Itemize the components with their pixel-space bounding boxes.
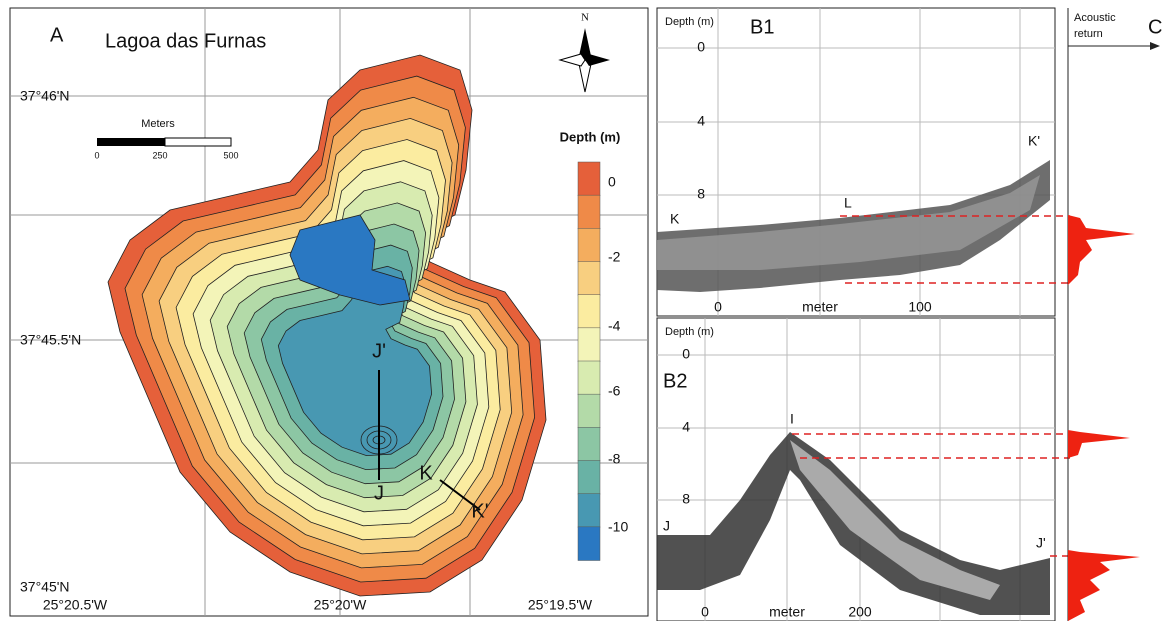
y-title: Depth (m) bbox=[665, 326, 714, 338]
colorbar-band bbox=[577, 460, 601, 495]
y-tick: 0 bbox=[697, 39, 705, 55]
colorbar-band bbox=[577, 194, 601, 230]
colorbar-band bbox=[577, 427, 601, 462]
profile-line-k bbox=[439, 479, 481, 511]
y-tick: 4 bbox=[697, 113, 705, 129]
scale-tick: 250 bbox=[152, 150, 167, 160]
lon-label: 25°19.5'W bbox=[528, 597, 593, 613]
y-tick: 4 bbox=[682, 419, 690, 435]
point-label: L bbox=[844, 195, 852, 211]
y-tick: 8 bbox=[682, 491, 690, 507]
y-tick: 0 bbox=[682, 346, 690, 362]
north-arrow bbox=[558, 28, 610, 93]
legend-tick: -6 bbox=[608, 383, 621, 399]
point-label: J' bbox=[372, 340, 386, 362]
y-title: Depth (m) bbox=[665, 16, 714, 28]
lon-label: 25°20'W bbox=[314, 597, 367, 613]
point-label: J bbox=[663, 518, 670, 534]
point-label: J' bbox=[1036, 535, 1046, 551]
point-label: K' bbox=[1028, 133, 1040, 149]
lon-label: 25°20.5'W bbox=[43, 597, 108, 613]
x-title: meter bbox=[769, 604, 805, 620]
deep-basin bbox=[289, 214, 411, 306]
b1-sonar bbox=[657, 175, 1040, 270]
y-tick: 8 bbox=[697, 186, 705, 202]
x-tick: 0 bbox=[701, 604, 709, 620]
colorbar-band bbox=[577, 294, 601, 329]
point-label: K bbox=[670, 211, 680, 227]
colorbar-band bbox=[577, 526, 601, 561]
c-arrow-head bbox=[1150, 42, 1160, 50]
colorbar-band bbox=[577, 493, 601, 528]
point-label: I bbox=[790, 411, 794, 427]
legend-tick: -4 bbox=[608, 318, 621, 334]
c-return bbox=[1068, 215, 1135, 285]
colorbar-band bbox=[577, 393, 601, 429]
x-tick: 200 bbox=[848, 604, 872, 620]
legend-tick: -2 bbox=[608, 249, 621, 265]
lat-label: 37°45.5'N bbox=[20, 332, 81, 348]
map-title: Lagoa das Furnas bbox=[105, 30, 266, 52]
c-title: return bbox=[1074, 28, 1103, 40]
legend-tick: -8 bbox=[608, 451, 621, 467]
lat-label: 37°46'N bbox=[20, 88, 70, 104]
scale-bar bbox=[164, 137, 232, 147]
panel-label: B2 bbox=[663, 370, 687, 392]
lat-label: 37°45'N bbox=[20, 579, 70, 595]
legend-tick: 0 bbox=[608, 174, 616, 190]
point-label: K bbox=[419, 462, 433, 484]
x-tick: 100 bbox=[908, 299, 932, 315]
north-label: N bbox=[581, 12, 589, 24]
panel-label: B1 bbox=[750, 16, 774, 38]
point-label: K' bbox=[471, 500, 488, 522]
c-title: Acoustic bbox=[1074, 12, 1116, 24]
colorbar-band bbox=[577, 360, 601, 395]
scale-tick: 500 bbox=[223, 150, 238, 160]
colorbar-band bbox=[577, 161, 601, 196]
c-return bbox=[1068, 550, 1140, 621]
c-return bbox=[1068, 430, 1130, 458]
x-title: meter bbox=[802, 299, 838, 315]
scale-tick: 0 bbox=[94, 150, 99, 160]
lake-contours bbox=[107, 54, 547, 597]
legend-tick: -10 bbox=[608, 519, 628, 535]
legend-title: Depth (m) bbox=[560, 129, 621, 144]
panel-label: A bbox=[50, 24, 64, 46]
colorbar-band bbox=[577, 327, 601, 362]
scale-title: Meters bbox=[141, 118, 175, 130]
panel-label: C bbox=[1148, 16, 1162, 38]
colorbar-band bbox=[577, 261, 601, 296]
point-label: J bbox=[374, 482, 384, 504]
b2-sonar bbox=[790, 440, 1000, 600]
depth-contour bbox=[277, 265, 433, 457]
colorbar-band bbox=[577, 228, 601, 263]
colorbar bbox=[577, 161, 601, 561]
scale-bar bbox=[97, 138, 165, 146]
x-tick: 0 bbox=[714, 299, 722, 315]
